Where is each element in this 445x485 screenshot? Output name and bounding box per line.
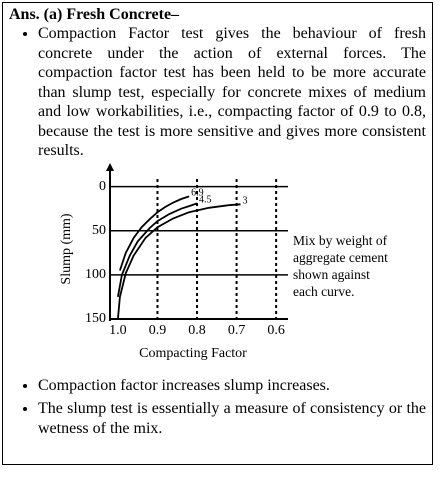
bullet-list: Compaction factor increases slump increa…: [3, 376, 432, 439]
curve-label: 4.5: [199, 194, 212, 205]
x-tick-label: 0.9: [149, 323, 167, 338]
x-tick-label: 0.6: [267, 323, 285, 338]
curve-label: 6.9: [191, 187, 204, 198]
y-axis-title: Slump (mm): [59, 213, 74, 285]
x-tick-label: 0.8: [188, 323, 206, 338]
bullet-list: Compaction Factor test gives the behavio…: [3, 24, 432, 161]
annotation: Mix by weight of aggregate cement shown …: [293, 233, 388, 299]
x-tick-label: 1.0: [109, 323, 127, 338]
y-tick-label: 0: [99, 178, 106, 193]
bullet: Compaction Factor test gives the behavio…: [38, 24, 426, 161]
y-tick-label: 100: [85, 267, 106, 282]
y-tick-label: 150: [85, 311, 106, 326]
x-axis-title: Compacting Factor: [139, 346, 247, 361]
bullet: Compaction factor increases slump increa…: [38, 376, 426, 396]
bullet: The slump test is essentially a measure …: [38, 399, 426, 438]
answer-box: Ans. (a) Fresh Concrete– Compaction Fact…: [2, 2, 433, 465]
y-tick-label: 50: [92, 222, 106, 237]
axis-arrow: [106, 162, 114, 171]
x-tick-label: 0.7: [228, 323, 246, 338]
curve: [117, 202, 198, 297]
curve: [117, 202, 241, 319]
heading: Ans. (a) Fresh Concrete–: [9, 6, 180, 23]
curve: [119, 195, 190, 271]
curve-label: 3: [243, 195, 248, 206]
